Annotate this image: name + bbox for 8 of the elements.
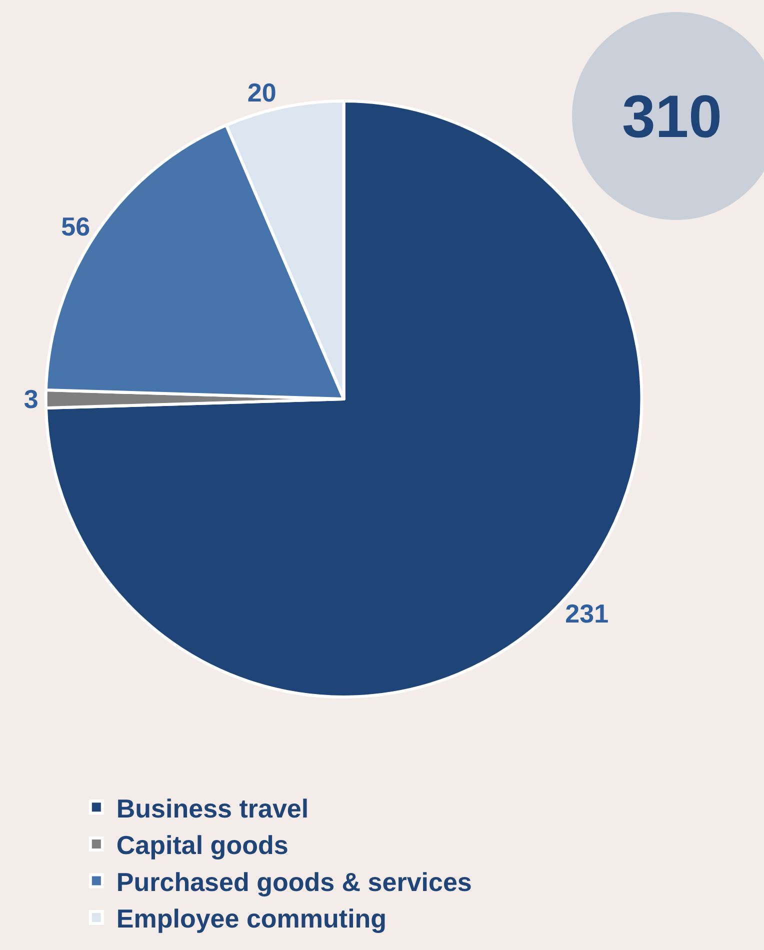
legend-label: Purchased goods & services bbox=[116, 866, 472, 897]
data-label: 56 bbox=[61, 212, 90, 242]
data-label: 3 bbox=[24, 384, 38, 414]
legend-label: Business travel bbox=[116, 793, 309, 824]
data-label: 231 bbox=[565, 598, 609, 629]
data-label: 20 bbox=[247, 78, 276, 108]
legend-label: Capital goods bbox=[116, 830, 288, 860]
legend-label: Employee commuting bbox=[116, 904, 387, 934]
